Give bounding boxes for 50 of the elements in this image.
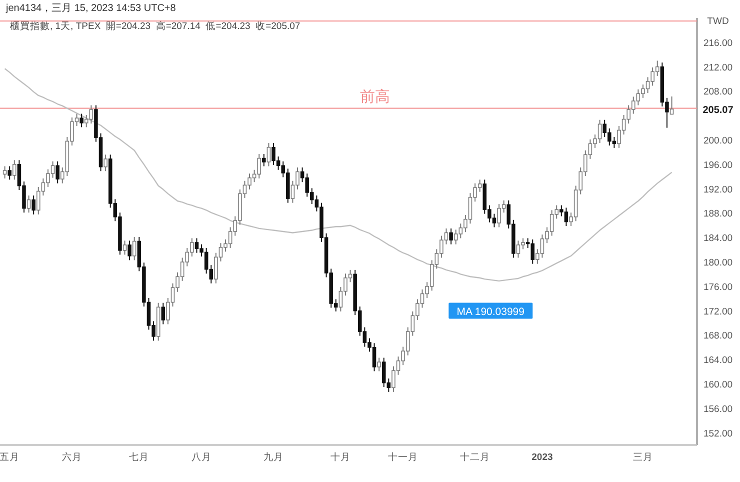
y-tick-label: 216.00 xyxy=(703,38,733,49)
x-tick-label: 五月 xyxy=(0,452,20,463)
candlestick xyxy=(377,357,381,372)
candlestick xyxy=(8,166,12,180)
candlestick xyxy=(12,160,16,180)
x-tick-label: 九月 xyxy=(264,451,284,463)
annotation: MA 190.03999 xyxy=(456,306,525,318)
x-tick-label: 十一月 xyxy=(388,451,418,463)
candlestick xyxy=(670,96,674,115)
y-tick-label: 160.00 xyxy=(703,380,733,390)
y-tick-label: 152.00 xyxy=(703,428,733,440)
candlestick xyxy=(104,154,108,172)
candlestick xyxy=(32,195,36,215)
y-tick-label: 200.00 xyxy=(703,136,733,146)
candlestick xyxy=(262,154,266,167)
candlestick xyxy=(2,166,7,179)
y-tick-label: 172.00 xyxy=(703,306,733,318)
y-tick-label: 188.00 xyxy=(703,208,733,220)
chart-title: jen4134，三月 15, 2023 14:53 UTC+8 xyxy=(5,3,176,14)
x-tick-label: 七月 xyxy=(129,451,150,463)
x-tick-label: 2023 xyxy=(532,452,553,463)
y-tick-label: 164.00 xyxy=(703,355,733,366)
candlestick xyxy=(56,160,60,184)
candlestick xyxy=(161,302,166,325)
candlestick xyxy=(122,240,127,256)
candlestick xyxy=(132,236,136,261)
y-tick-label: 168.00 xyxy=(703,330,733,342)
y-tick-label: 184.00 xyxy=(703,233,733,244)
candlestick xyxy=(449,228,453,245)
x-tick-label: 三月 xyxy=(632,452,653,463)
y-tick-label: 196.00 xyxy=(703,160,733,171)
y-tick-label: 212.00 xyxy=(703,62,733,74)
x-tick-label: 十月 xyxy=(330,451,351,463)
ref-line-label: 前高 xyxy=(360,88,390,106)
y-tick-label: 192.00 xyxy=(703,184,733,196)
chart-subtitle: 櫃買指數, 1天, TPEX 開=204.23 高=207.14 低=204.23 收=205.07 xyxy=(10,20,300,32)
y-tick-label: 208.00 xyxy=(703,86,733,98)
y-axis-title: TWD xyxy=(707,16,729,27)
x-tick-label: 六月 xyxy=(62,451,82,463)
annotation: 205.07 xyxy=(698,102,740,116)
candlestick xyxy=(128,240,132,261)
y-tick-label: 156.00 xyxy=(703,404,733,415)
y-tick-label: 176.00 xyxy=(703,282,733,293)
x-tick-label: 十二月 xyxy=(460,451,490,463)
x-tick-label: 八月 xyxy=(192,452,212,463)
annotation: MA 190.03999 xyxy=(448,302,533,319)
y-tick-label: 180.00 xyxy=(703,258,733,268)
candlestick xyxy=(26,195,31,214)
candlestick xyxy=(266,142,271,167)
candlestick xyxy=(80,113,84,128)
